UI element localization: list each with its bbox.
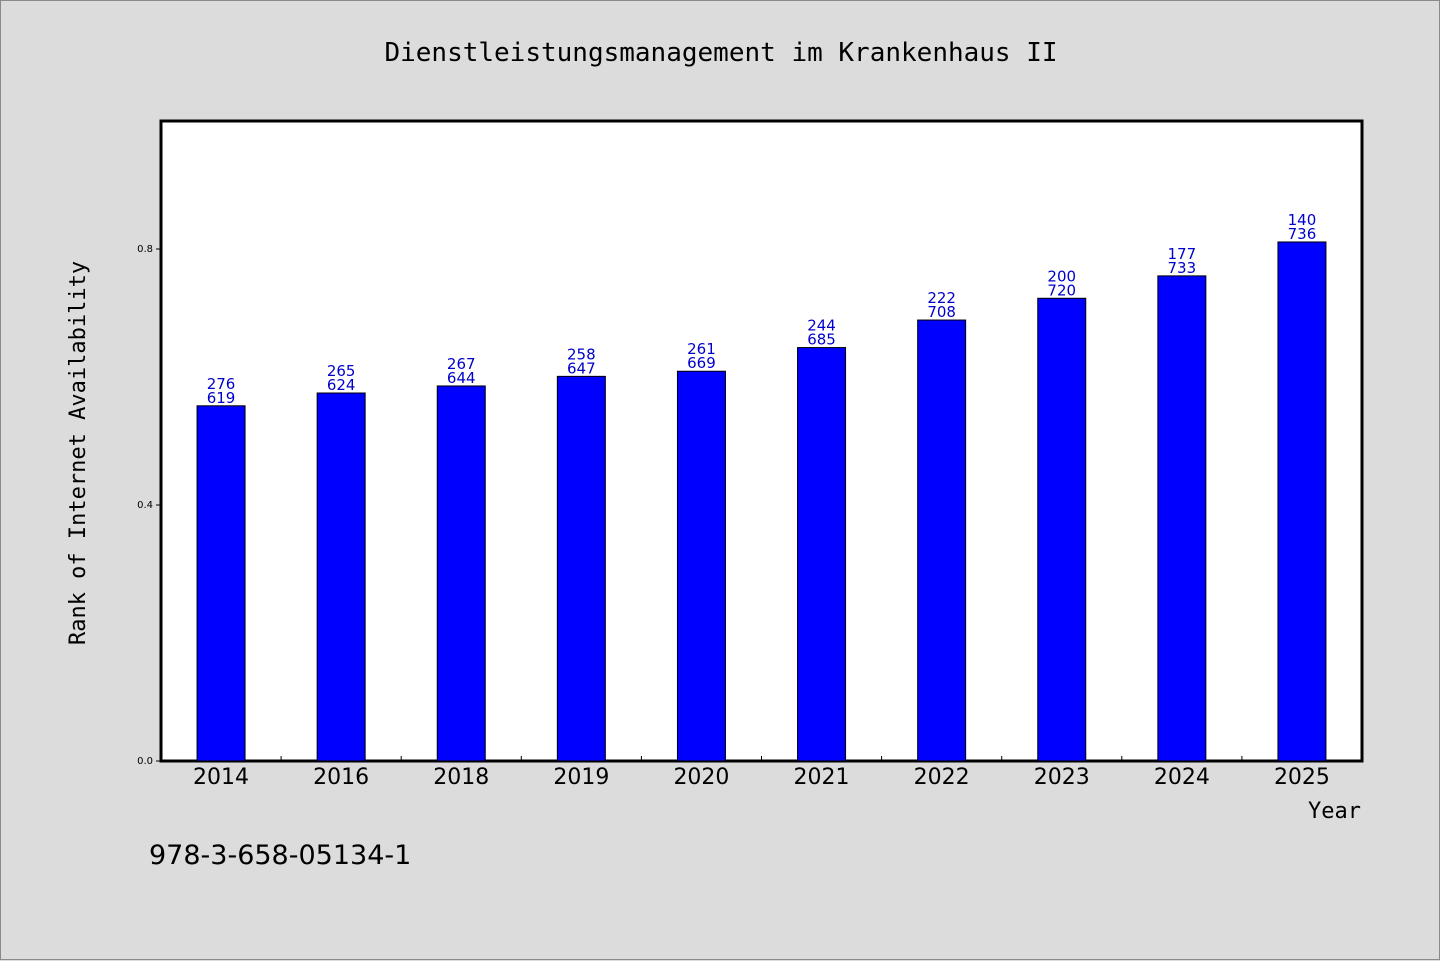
footer-isbn: 978-3-658-05134-1 [149,840,411,871]
y-axis-label: Rank of Internet Availability [66,261,91,645]
x-tick-label: 2021 [794,765,850,790]
data-label: 261 [687,340,716,358]
x-tick-label: 2020 [673,765,729,790]
bar [1277,241,1327,762]
x-tick-label: 2016 [313,765,369,790]
x-tick-label: 2024 [1154,765,1210,790]
x-tick-label: 2025 [1274,765,1330,790]
data-label: 177 [1168,245,1197,263]
data-labels: 2766192656242676442586472616692446852227… [207,211,1317,407]
data-label: 267 [447,355,476,373]
data-label: 733 [1168,259,1197,277]
y-tick-label: 0.4 [137,500,153,511]
bar [1037,297,1087,762]
data-label: 647 [567,359,596,377]
x-axis-label: Year [1308,799,1361,824]
bar [316,392,366,762]
data-label: 222 [927,289,956,307]
data-label: 644 [447,369,476,387]
x-tick-label: 2023 [1034,765,1090,790]
data-label: 669 [687,354,716,372]
bar [436,385,486,762]
y-tick-label: 0.0 [137,756,153,767]
x-tick-label: 2014 [193,765,249,790]
x-axis-categories: 2014 2016 2018 2019 2020 2021 2022 2023 2024 2025 [193,765,1330,790]
data-label: 736 [1288,225,1317,243]
x-tick-label: 2019 [553,765,609,790]
x-tick-label: 2018 [433,765,489,790]
data-label: 276 [207,375,236,393]
x-tick-label: 2022 [914,765,970,790]
data-label: 265 [327,362,356,380]
bar [556,375,606,762]
data-label: 258 [567,345,596,363]
data-label: 140 [1288,211,1317,229]
bars [196,241,1327,762]
chart-title: Dienstleistungsmanagement im Krankenhaus… [384,38,1057,68]
data-label: 685 [807,331,836,349]
bar [917,319,967,762]
bar [196,405,246,762]
data-label: 619 [207,389,236,407]
data-label: 720 [1047,281,1076,299]
bar [676,370,726,762]
bar [797,347,847,762]
data-label: 244 [807,317,836,335]
y-tick-label: 0.8 [137,244,153,255]
bar [1157,275,1207,762]
y-axis-ticks: 0.0 0.4 0.8 [137,244,1243,767]
data-label: 624 [327,376,356,394]
data-label: 708 [927,303,956,321]
data-label: 200 [1047,267,1076,285]
